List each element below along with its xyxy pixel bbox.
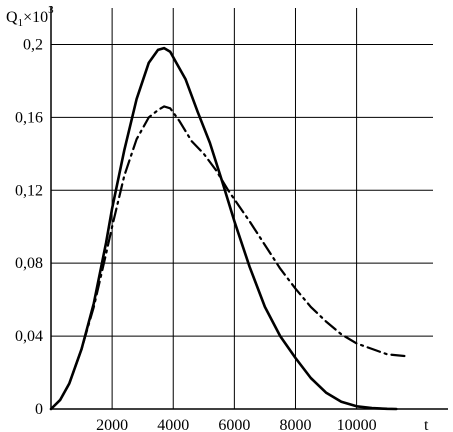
y-tick-label-2: 0,08 [15, 255, 43, 272]
y-axis-label-mid: ×10 [23, 9, 48, 26]
y-tick-label-3: 0,12 [15, 182, 43, 199]
tick-labels: 2000 4000 6000 8000 10000 0 0,04 0,08 0,12 0,16 0,… [15, 36, 377, 432]
grid [51, 8, 433, 409]
y-axis-label-sub: 1 [18, 17, 24, 29]
y-axis-label-sup: 3 [48, 4, 54, 16]
x-tick-label-0: 2000 [96, 417, 128, 432]
y-axis-label-main: Q [6, 9, 18, 26]
axes [50, 6, 448, 410]
series-group [49, 46, 407, 411]
x-axis-label: t [424, 417, 429, 432]
y-axis-label: Q1×103 [6, 4, 54, 29]
series-line-solid [49, 46, 398, 411]
x-tick-label-4: 10000 [337, 417, 377, 432]
y-tick-label-1: 0,04 [15, 328, 43, 345]
x-tick-label-2: 6000 [218, 417, 250, 432]
y-tick-label-5: 0,2 [23, 36, 43, 53]
y-tick-label-4: 0,16 [15, 109, 43, 126]
x-tick-label-3: 8000 [279, 417, 311, 432]
series-line-dashdot [49, 105, 407, 411]
y-tick-label-0: 0 [35, 401, 43, 418]
x-tick-label-1: 4000 [157, 417, 189, 432]
